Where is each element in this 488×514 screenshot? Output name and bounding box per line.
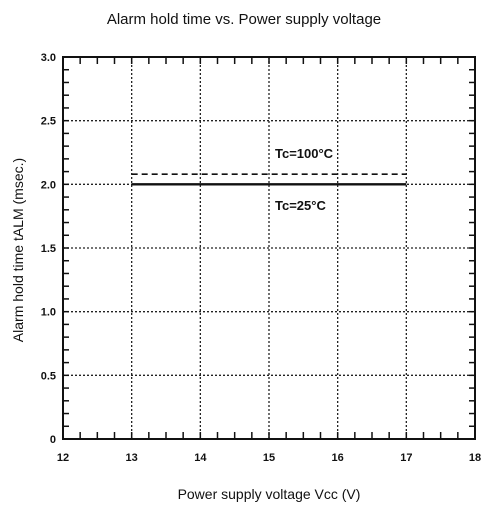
y-tick-label: 3.0 xyxy=(41,52,56,64)
tick-labels: 12 13 14 15 16 17 18 0 0.5 1.0 1.5 2.0 2.5 3.0 xyxy=(41,52,481,464)
x-tick-label: 13 xyxy=(126,452,138,464)
y-tick-label: 0.5 xyxy=(41,370,56,382)
x-tick-label: 12 xyxy=(57,452,69,464)
y-tick-label: 1.5 xyxy=(41,243,56,255)
grid xyxy=(63,57,475,439)
x-tick-label: 17 xyxy=(400,452,412,464)
y-tick-label: 0 xyxy=(50,434,56,446)
series-layer xyxy=(131,173,407,186)
y-axis-label: Alarm hold time tALM (msec.) xyxy=(10,158,26,342)
x-tick-label: 16 xyxy=(332,452,344,464)
y-tick-label: 2.5 xyxy=(41,116,56,128)
chart-title: Alarm hold time vs. Power supply voltage xyxy=(107,11,381,28)
annotation-tc100: Tc=100°C xyxy=(275,146,334,161)
x-tick-label: 14 xyxy=(194,452,207,464)
y-tick-label: 2.0 xyxy=(41,179,56,191)
y-tick-label: 1.0 xyxy=(41,307,56,319)
annotation-tc25: Tc=25°C xyxy=(275,198,326,213)
x-tick-label: 18 xyxy=(469,452,481,464)
x-axis-label: Power supply voltage Vcc (V) xyxy=(178,486,361,502)
ticks xyxy=(63,57,475,439)
x-tick-label: 15 xyxy=(263,452,275,464)
